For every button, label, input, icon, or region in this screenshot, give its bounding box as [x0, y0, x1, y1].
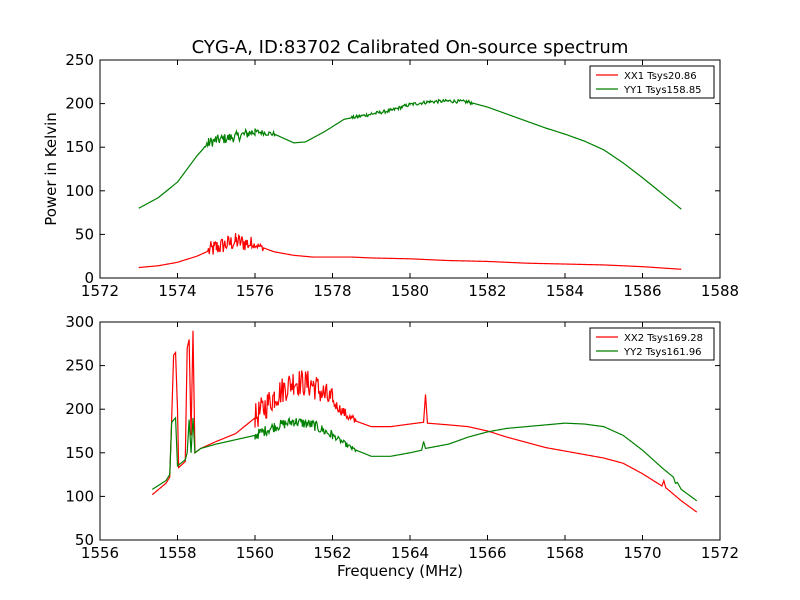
- y-tick-label: 50: [75, 225, 94, 243]
- legend-box: [589, 65, 715, 99]
- y-tick-label: 250: [65, 357, 94, 375]
- series-line-1: [151, 330, 698, 513]
- series-group: [151, 330, 698, 513]
- x-tick-label: 1586: [623, 282, 661, 300]
- x-tick-label: 1566: [468, 544, 506, 562]
- y-tick-label: 100: [65, 487, 94, 505]
- y-tick-label: 250: [65, 51, 94, 69]
- y-axis-label: Power in Kelvin: [42, 112, 60, 226]
- y-tick-label: 300: [65, 313, 94, 331]
- y-tick-label: 0: [84, 269, 94, 287]
- x-axis-label: Frequency (MHz): [337, 562, 463, 580]
- series-line-1: [138, 233, 682, 270]
- legend: XX2 Tsys169.28 YY2 Tsys161.96: [589, 327, 715, 361]
- bottom-spectrum-plot: 1556 1558 1560 1562 1564 1566 1568 1570 1572 50 10…: [65, 313, 739, 580]
- legend-box: [589, 327, 715, 361]
- x-tick-label: 1588: [701, 282, 739, 300]
- x-tick-label: 1564: [391, 544, 429, 562]
- y-tick-label: 200: [65, 400, 94, 418]
- legend-entry: YY1 Tsys158.85: [623, 85, 702, 96]
- x-tick-label: 1560: [236, 544, 274, 562]
- x-tick-label: 1582: [468, 282, 506, 300]
- x-tick-label: 1576: [236, 282, 274, 300]
- x-tick-label: 1556: [81, 544, 119, 562]
- x-tick-label: 1562: [313, 544, 351, 562]
- legend-entry: XX2 Tsys169.28: [624, 333, 703, 344]
- x-tick-label: 1558: [158, 544, 196, 562]
- x-tick-label: 1578: [313, 282, 351, 300]
- series-line-2: [151, 416, 698, 502]
- y-tick-label: 200: [65, 95, 94, 113]
- chart-title: CYG-A, ID:83702 Calibrated On-source spe…: [192, 37, 629, 58]
- top-spectrum-plot: 1572 1574 1576 1578 1580 1582 1584 1586 1588 0 50 1…: [42, 51, 739, 300]
- legend-entry: YY2 Tsys161.96: [623, 347, 702, 358]
- y-tick-label: 150: [65, 138, 94, 156]
- x-tick-label: 1572: [81, 282, 119, 300]
- legend: XX1 Tsys20.86 YY1 Tsys158.85: [589, 65, 715, 99]
- x-tick-label: 1568: [546, 544, 584, 562]
- y-tick-label: 100: [65, 182, 94, 200]
- x-tick-label: 1574: [158, 282, 196, 300]
- x-tick-label: 1570: [623, 544, 661, 562]
- series-group: [138, 98, 682, 270]
- x-tick-label: 1580: [391, 282, 429, 300]
- x-tick-label: 1572: [701, 544, 739, 562]
- series-line-2: [138, 98, 682, 210]
- x-tick-label: 1584: [546, 282, 584, 300]
- legend-entry: XX1 Tsys20.86: [624, 71, 697, 82]
- y-tick-label: 150: [65, 444, 94, 462]
- y-tick-label: 50: [75, 531, 94, 549]
